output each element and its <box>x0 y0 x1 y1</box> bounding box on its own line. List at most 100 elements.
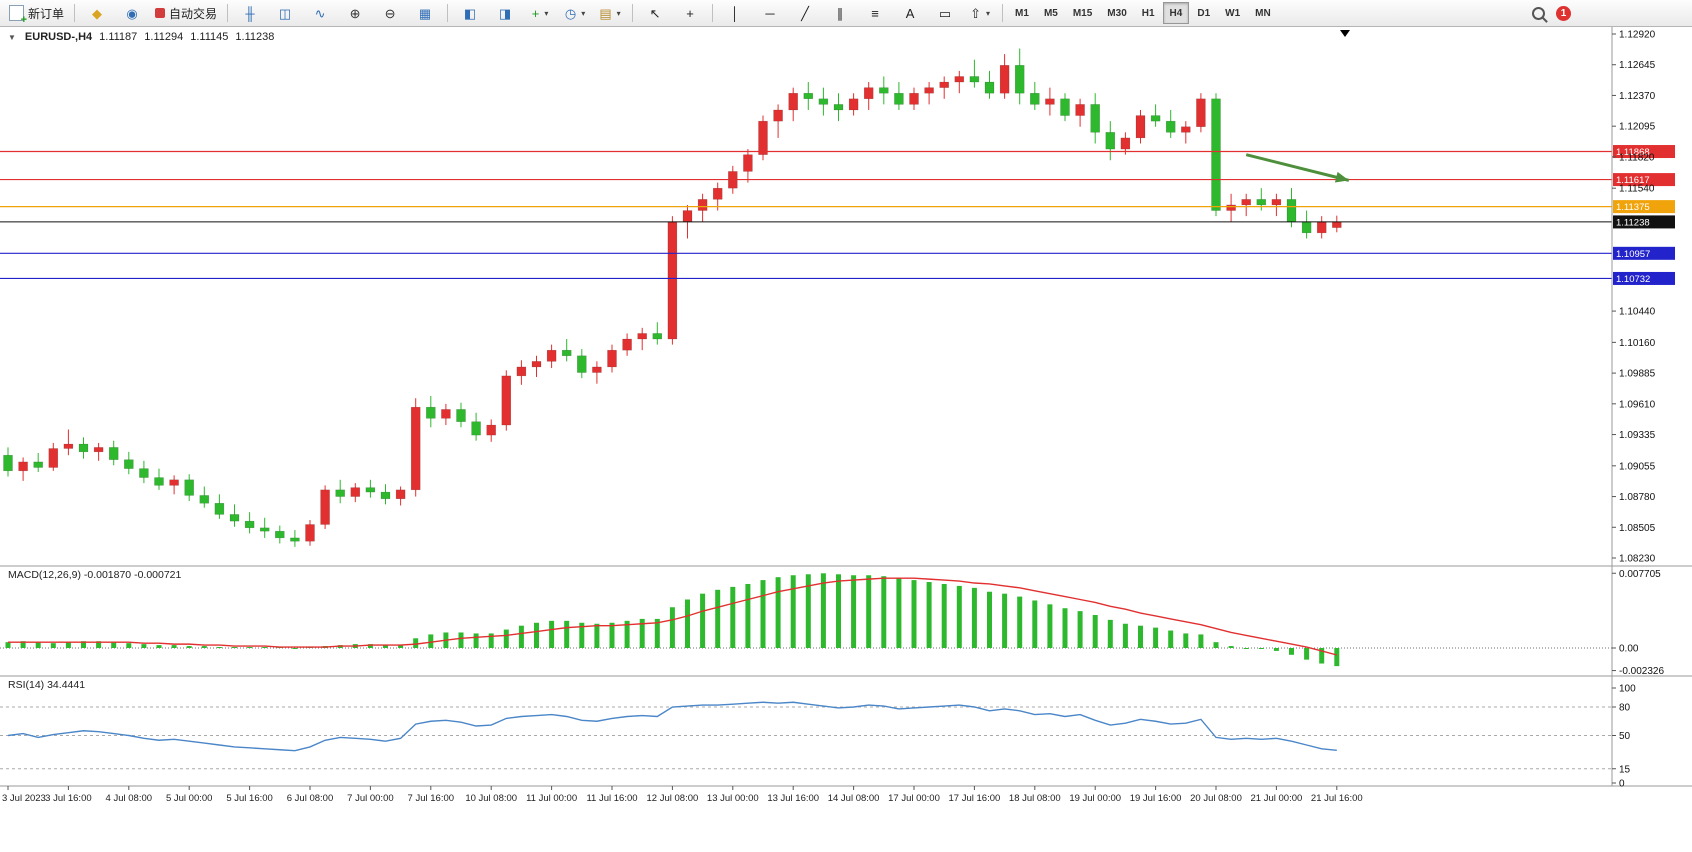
candlestick-chart-button[interactable]: ◫ <box>268 1 302 25</box>
timeframe-m5[interactable]: M5 <box>1043 7 1058 19</box>
template-icon: ▤ <box>599 5 612 21</box>
chart-panel[interactable]: 1.11868 1.11617 1.11375 1.11238 1.10957 1.107… <box>0 26 1692 852</box>
toolbar-separator <box>632 4 634 22</box>
price-axis[interactable]: 1.12920 1.12645 1.12370 1.12095 1.11820 1.115… <box>1612 30 1656 565</box>
bar-chart-button[interactable]: ╫ <box>233 1 267 25</box>
svg-text:18 Jul 08:00: 18 Jul 08:00 <box>1009 793 1061 804</box>
timeframe-mn[interactable]: MN <box>1255 7 1271 19</box>
hlines-layer <box>0 150 1612 280</box>
toolbar-separator <box>447 4 449 22</box>
svg-text:1.10957: 1.10957 <box>1616 249 1650 260</box>
timeframe-h1[interactable]: H1 <box>1141 7 1155 19</box>
add-indicator-button[interactable]: + ▾ <box>523 1 557 25</box>
zoom-out-button[interactable]: ⊖ <box>373 1 407 25</box>
svg-text:0.007705: 0.007705 <box>1619 569 1661 580</box>
price-axis-tags: 1.11868 1.11617 1.11375 1.11238 1.10957 1.107… <box>1613 145 1675 285</box>
vertical-line-icon: │ <box>730 5 740 21</box>
zoom-in-button[interactable]: ⊕ <box>338 1 372 25</box>
market-watch-button[interactable]: ◉ <box>115 1 149 25</box>
tile-windows-button[interactable]: ▦ <box>408 1 442 25</box>
chart-shift-marker[interactable] <box>1340 30 1350 37</box>
cascade-charts-icon: ◨ <box>498 5 512 21</box>
market-watch-icon: ◉ <box>126 5 138 21</box>
arrange-charts-button[interactable]: ◧ <box>453 1 487 25</box>
plus-icon: + <box>531 5 540 21</box>
timeframe-h4[interactable]: H4 <box>1162 2 1190 24</box>
svg-text:3 Jul 16:00: 3 Jul 16:00 <box>45 793 91 804</box>
price-tag <box>1613 173 1675 187</box>
time-axis[interactable]: 3 Jul 2023 3 Jul 16:00 4 Jul 08:00 5 Jul 00… <box>2 786 1363 804</box>
svg-text:1.12645: 1.12645 <box>1619 60 1656 71</box>
zoom-in-icon: ⊕ <box>349 5 361 21</box>
svg-text:1.09335: 1.09335 <box>1619 430 1656 441</box>
horizontal-line-button[interactable]: ─ <box>753 1 787 25</box>
notification-badge[interactable]: 1 <box>1556 5 1571 21</box>
new-order-button[interactable]: 新订单 <box>4 1 69 26</box>
text-label-button[interactable]: ▭ <box>928 1 962 25</box>
vertical-line-button[interactable]: │ <box>718 1 752 25</box>
trendline-button[interactable]: ╱ <box>788 1 822 25</box>
timeframe-m15[interactable]: M15 <box>1072 7 1093 19</box>
arrow-tools-button[interactable]: ⇧ ▾ <box>963 1 997 25</box>
trend-arrow-annotation[interactable] <box>1245 153 1350 183</box>
price-tag <box>1613 271 1675 285</box>
timeframe-m30[interactable]: M30 <box>1107 7 1127 19</box>
svg-text:1.10732: 1.10732 <box>1616 274 1650 285</box>
timeframe-d1[interactable]: D1 <box>1197 7 1211 19</box>
line-chart-icon: ∿ <box>314 5 326 21</box>
svg-text:1.12920: 1.12920 <box>1619 30 1656 41</box>
chart-canvas[interactable]: 1.11868 1.11617 1.11375 1.11238 1.10957 1.107… <box>0 26 1692 852</box>
svg-text:100: 100 <box>1619 684 1636 695</box>
svg-text:0: 0 <box>1619 779 1625 790</box>
cursor-icon: ↖ <box>649 5 661 21</box>
fibonacci-button[interactable]: ≡ <box>858 1 892 25</box>
auto-trading-button[interactable]: 自动交易 <box>150 1 222 25</box>
fibonacci-icon: ≡ <box>871 5 879 21</box>
navigator-button[interactable]: ◆ <box>80 1 114 25</box>
price-tag <box>1613 246 1675 260</box>
svg-text:1.11617: 1.11617 <box>1616 175 1650 186</box>
trendline-icon: ╱ <box>801 5 809 21</box>
arrow-shapes-icon: ⇧ <box>970 5 981 21</box>
svg-text:1.11238: 1.11238 <box>1616 217 1650 228</box>
timeframe-m1[interactable]: M1 <box>1015 7 1029 19</box>
svg-text:17 Jul 16:00: 17 Jul 16:00 <box>949 793 1001 804</box>
dropdown-caret-icon: ▾ <box>581 8 586 18</box>
svg-text:10 Jul 08:00: 10 Jul 08:00 <box>465 793 517 804</box>
svg-text:13 Jul 16:00: 13 Jul 16:00 <box>767 793 819 804</box>
period-select-button[interactable]: ◷ ▾ <box>558 1 592 25</box>
one-click-panel-toggle-icon[interactable]: ▼ <box>8 32 16 42</box>
text-button[interactable]: A <box>893 1 927 25</box>
svg-text:1.08505: 1.08505 <box>1619 523 1656 534</box>
bar-chart-icon: ╫ <box>245 5 255 21</box>
dropdown-caret-icon: ▾ <box>616 8 621 18</box>
svg-text:1.11820: 1.11820 <box>1619 152 1655 163</box>
cascade-charts-button[interactable]: ◨ <box>488 1 522 25</box>
toolbar-separator <box>1002 4 1004 22</box>
svg-text:13 Jul 00:00: 13 Jul 00:00 <box>707 793 759 804</box>
compass-icon: ◆ <box>92 5 103 21</box>
main-toolbar: 新订单◆◉自动交易╫◫∿⊕⊖▦◧◨+▾◷▾▤▾↖+│─╱∥≡A▭⇧▾M1M5M1… <box>0 0 1692 27</box>
crosshair-button[interactable]: + <box>673 1 707 25</box>
svg-text:80: 80 <box>1619 703 1631 714</box>
svg-text:1.11375: 1.11375 <box>1616 202 1650 213</box>
svg-text:11 Jul 00:00: 11 Jul 00:00 <box>526 793 577 804</box>
toolbar-separator <box>712 4 714 22</box>
svg-text:-0.002326: -0.002326 <box>1619 666 1664 677</box>
macd-layer: 0.007705 0.00 -0.002326 <box>0 569 1664 677</box>
cursor-button[interactable]: ↖ <box>638 1 672 25</box>
svg-text:1.12370: 1.12370 <box>1619 91 1656 102</box>
svg-text:6 Jul 08:00: 6 Jul 08:00 <box>287 793 333 804</box>
candlestick-icon: ◫ <box>278 5 292 21</box>
timeframe-w1[interactable]: W1 <box>1225 7 1241 19</box>
search-button[interactable] <box>1521 1 1555 25</box>
channel-button[interactable]: ∥ <box>823 1 857 25</box>
line-chart-button[interactable]: ∿ <box>303 1 337 25</box>
arrange-charts-icon: ◧ <box>463 5 477 21</box>
toolbar-separator <box>227 4 229 22</box>
svg-text:19 Jul 00:00: 19 Jul 00:00 <box>1069 793 1121 804</box>
template-button[interactable]: ▤ ▾ <box>593 1 627 25</box>
tile-windows-icon: ▦ <box>418 5 432 21</box>
svg-text:1.11540: 1.11540 <box>1619 184 1655 195</box>
svg-text:14 Jul 08:00: 14 Jul 08:00 <box>828 793 880 804</box>
